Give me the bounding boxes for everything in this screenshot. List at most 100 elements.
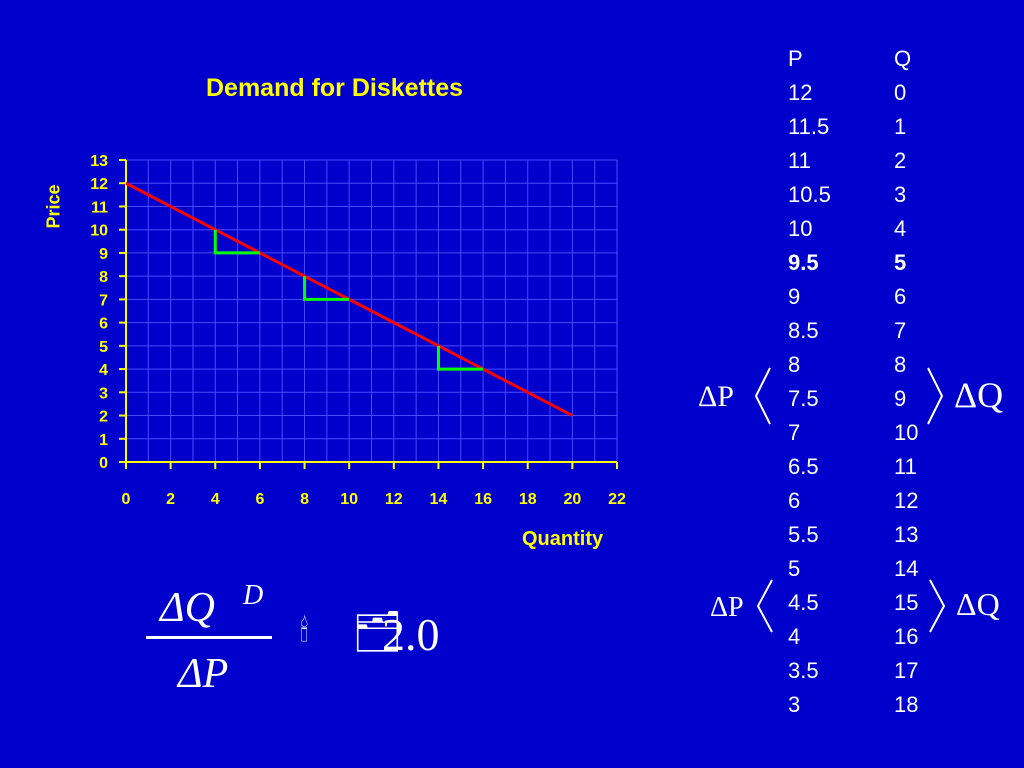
table-row: 4 16 — [788, 620, 954, 654]
table-row: 11.5 1 — [788, 110, 954, 144]
table-row: 11 2 — [788, 144, 954, 178]
table-row: 3 18 — [788, 688, 954, 722]
price-quantity-table: P Q 12 0 11.5 1 11 2 10.5 3 10 4 9.5 5 9 6 8.5 7 8 8 7.5 9 7… — [788, 42, 954, 722]
left-angle-bracket-1 — [754, 367, 771, 425]
table-cell-q: 12 — [894, 488, 919, 513]
table-cell-q: 6 — [894, 284, 907, 309]
y-tick-label: 0 — [99, 455, 108, 472]
table-row: 7 10 — [788, 416, 954, 450]
y-tick-label: 10 — [90, 223, 108, 240]
table-cell-q: 0 — [894, 80, 907, 105]
formula-value: 2.0 — [382, 609, 440, 660]
x-tick-label: 16 — [474, 491, 492, 508]
table-row: 8.5 7 — [788, 314, 954, 348]
x-tick-label: 12 — [385, 491, 403, 508]
table-cell-p: 4 — [788, 624, 801, 649]
table-cell-p: 5 — [788, 556, 801, 581]
table-row: 12 0 — [788, 76, 954, 110]
table-row: 10 4 — [788, 212, 954, 246]
step-marker — [303, 276, 350, 301]
formula-fraction-bar — [146, 636, 272, 639]
x-tick-label: 0 — [122, 491, 131, 508]
table-cell-q: 2 — [894, 148, 907, 173]
table-cell-p: 10 — [788, 216, 813, 241]
table-row: 3.5 17 — [788, 654, 954, 688]
table-row: 5 14 — [788, 552, 954, 586]
chart-title: Demand for Diskettes — [206, 74, 464, 102]
table-cell-q: 7 — [894, 318, 907, 343]
table-cell-p: 5.5 — [788, 522, 819, 547]
table-cell-p: 3.5 — [788, 658, 819, 683]
x-tick-label: 2 — [166, 491, 175, 508]
y-tick-label: 7 — [99, 292, 108, 309]
y-tick-label: 8 — [99, 269, 108, 286]
x-tick-label: 22 — [608, 491, 626, 508]
y-tick-label: 5 — [99, 339, 108, 356]
table-cell-p: 9 — [788, 284, 801, 309]
step-marker — [213, 229, 260, 255]
step-marker — [436, 345, 484, 371]
y-tick-label: 3 — [99, 385, 108, 402]
table-row: 6.5 11 — [788, 450, 954, 484]
table-header-q: Q — [894, 46, 912, 71]
table-cell-q: 1 — [894, 114, 907, 139]
table-cell-p: 8.5 — [788, 318, 819, 343]
formula-superscript: D — [243, 580, 264, 611]
folder-icon: 🗂 — [352, 609, 403, 655]
x-tick-label: 18 — [519, 491, 537, 508]
table-cell-q: 14 — [894, 556, 919, 581]
table-cell-p: 8 — [788, 352, 801, 377]
table-row: 10.5 3 — [788, 178, 954, 212]
table-cell-q: 3 — [894, 182, 907, 207]
table-cell-p: 6 — [788, 488, 801, 513]
table-cell-q: 13 — [894, 522, 919, 547]
y-tick-label: 12 — [90, 176, 108, 193]
x-tick-label: 20 — [563, 491, 581, 508]
table-header-row: P Q — [788, 42, 954, 76]
candle-icon: 🕯 — [300, 614, 309, 649]
y-tick-label: 6 — [99, 316, 108, 333]
delta-p-annotation-1: ΔP — [698, 380, 734, 413]
table-row: 4.5 15 — [788, 586, 954, 620]
formula-denominator: ΔP — [178, 651, 229, 697]
right-angle-bracket-2 — [929, 579, 946, 633]
table-cell-p: 10.5 — [788, 182, 831, 207]
table-cell-p: 6.5 — [788, 454, 819, 479]
table-cell-p: 3 — [788, 692, 801, 717]
table-cell-p: 11 — [788, 148, 811, 173]
y-tick-label: 9 — [99, 246, 108, 263]
table-cell-p: 12 — [788, 80, 813, 105]
x-tick-label: 14 — [430, 491, 448, 508]
right-angle-bracket-1 — [927, 367, 944, 425]
x-tick-label: 6 — [255, 491, 264, 508]
table-cell-q: 4 — [894, 216, 907, 241]
table-cell-p: 7.5 — [788, 386, 819, 411]
table-cell-q: 11 — [894, 454, 917, 479]
x-axis-label: Quantity — [522, 528, 604, 550]
table-row: 9.5 5 — [788, 246, 954, 280]
table-cell-q: 9 — [894, 386, 907, 411]
formula-numerator: ΔQ — [160, 585, 215, 631]
table-cell-p: 7 — [788, 420, 801, 445]
x-tick-label: 10 — [340, 491, 358, 508]
y-tick-label: 13 — [90, 153, 108, 170]
table-row: 6 12 — [788, 484, 954, 518]
table-row: 5.5 13 — [788, 518, 954, 552]
left-angle-bracket-2 — [756, 579, 773, 633]
table-cell-p: 11.5 — [788, 114, 830, 139]
delta-q-annotation-1: ΔQ — [954, 375, 1004, 415]
delta-p-annotation-2: ΔP — [710, 592, 744, 623]
table-cell-q: 10 — [894, 420, 919, 445]
y-tick-label: 4 — [99, 362, 108, 379]
table-cell-q: 8 — [894, 352, 907, 377]
table-row: 7.5 9 — [788, 382, 954, 416]
table-cell-p: 9.5 — [788, 250, 819, 275]
table-cell-q: 18 — [894, 692, 919, 717]
table-cell-p: 4.5 — [788, 590, 819, 615]
table-cell-q: 15 — [894, 590, 919, 615]
y-tick-label: 2 — [99, 409, 108, 426]
